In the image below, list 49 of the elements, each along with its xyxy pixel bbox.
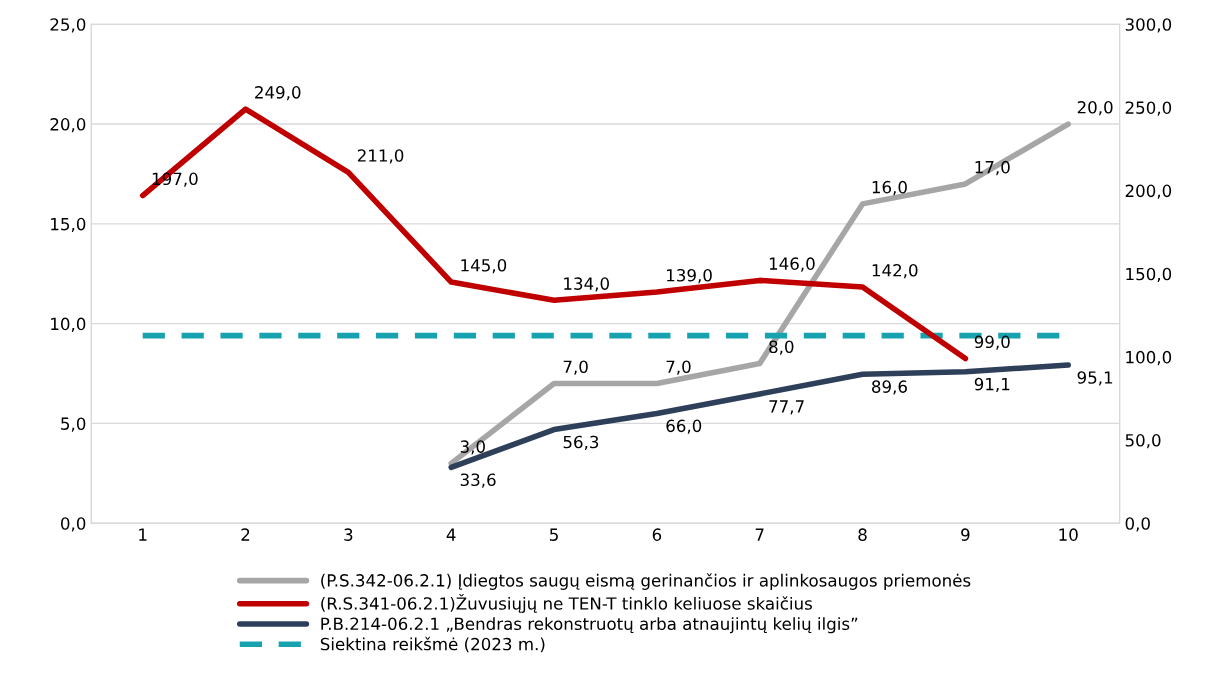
data-label: 145,0 [461, 259, 507, 274]
data-label: 7,0 [563, 360, 588, 375]
data-label: 16,0 [872, 180, 907, 196]
data-label: 20,0 [1077, 101, 1113, 116]
x-tick-label: 2 [241, 528, 250, 541]
legend-label: P.B.214-06.2.1 „Bendras rekonstruotų arba atnaujintų kelių ilgis” [321, 617, 858, 634]
y2-tick-label: 300,0 [1125, 18, 1172, 33]
data-label: 91,1 [974, 377, 1010, 393]
legend-label: Siektina reikšmė (2023 m.) [320, 636, 545, 653]
data-label: 89,6 [872, 380, 907, 395]
data-label: 17,0 [975, 160, 1010, 176]
data-label: 33,6 [460, 473, 496, 488]
data-label: 56,3 [563, 435, 599, 450]
data-label: 99,0 [974, 335, 1010, 350]
y-tick-label: 20,0 [50, 118, 86, 133]
y2-tick-label: 200,0 [1125, 184, 1172, 199]
data-label: 211,0 [357, 149, 404, 164]
legend-label: (P.S.342-06.2.1) Įdiegtos saugų eismą gerinančios ir aplinkosaugos priemonės [321, 573, 971, 590]
x-tick-label: 5 [550, 528, 558, 541]
y2-tick-label: 150,0 [1126, 267, 1172, 282]
data-label: 95,1 [1077, 371, 1113, 386]
y-tick-label: 10,0 [51, 317, 86, 332]
y-tick-label: 25,0 [50, 18, 86, 33]
data-label: 66,0 [666, 419, 702, 434]
data-label: 146,0 [769, 257, 815, 272]
y2-tick-label: 250,0 [1125, 101, 1172, 116]
y2-tick-label: 100,0 [1126, 350, 1172, 366]
data-label: 142,0 [872, 263, 918, 279]
x-tick-label: 3 [344, 528, 353, 541]
data-label: 7,0 [666, 360, 691, 375]
y-tick-label: 0,0 [61, 517, 86, 532]
x-tick-label: 7 [755, 528, 764, 541]
data-label: 3,0 [460, 440, 485, 455]
x-tick-label: 8 [858, 528, 867, 541]
x-tick-label: 9 [961, 528, 970, 541]
y2-tick-label: 0,0 [1125, 517, 1150, 532]
data-label: 139,0 [667, 268, 712, 284]
data-label: 134,0 [564, 277, 609, 292]
data-label: 8,0 [769, 340, 794, 355]
x-tick-label: 6 [652, 528, 662, 541]
data-label: 77,7 [769, 400, 804, 415]
x-tick-label: 1 [139, 528, 147, 541]
y2-tick-label: 50,0 [1125, 434, 1161, 449]
y-tick-label: 15,0 [51, 217, 86, 233]
legend-label: (R.S.341-06.2.1)Žuvusiųjų ne TEN-T tinklo keliuose skaičius [321, 594, 812, 614]
x-tick-label: 4 [446, 528, 456, 541]
y-tick-label: 5,0 [61, 417, 86, 432]
x-tick-label: 10 [1059, 528, 1078, 541]
data-label: 249,0 [255, 86, 301, 101]
